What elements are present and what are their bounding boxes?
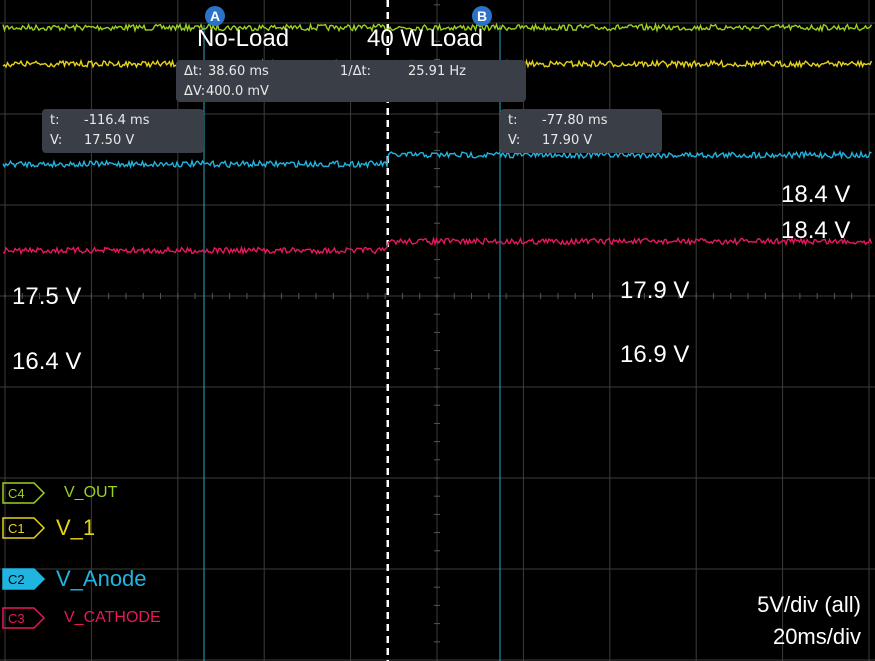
v1-value-label: 18.4 V (781, 217, 851, 244)
cursor-a-marker[interactable]: A (205, 6, 225, 26)
channel-c2-id: C2 (8, 572, 25, 587)
delta-t-label: Δt: (184, 64, 203, 79)
channel-c2-badge[interactable]: C2 V_Anode (2, 566, 147, 591)
delta-v-value: 400.0 mV (206, 84, 269, 99)
channel-c3-badge[interactable]: C3 V_CATHODE (2, 606, 161, 630)
no-load-label: No-Load (197, 25, 290, 52)
channel-c1-name: V_1 (56, 515, 96, 540)
load-label: 40 W Load (367, 25, 484, 52)
channel-c2-tag: C2 (2, 568, 46, 590)
inv-delta-t-label: 1/Δt: (340, 64, 372, 79)
delta-t-value: 38.60 ms (208, 64, 269, 79)
channel-c3-id: C3 (8, 611, 25, 626)
trace-v-anode (2, 149, 872, 170)
channel-c1-tag: C1 (2, 517, 46, 539)
channel-c1-id: C1 (8, 521, 25, 536)
v-anode-noload-label: 17.5 V (12, 283, 82, 310)
cursor-b-marker[interactable]: B (472, 6, 492, 26)
delta-v-label: ΔV: (184, 84, 206, 99)
channel-c4-tag: C4 (2, 482, 46, 504)
delta-readout: Δt: 38.60 ms 1/Δt: 25.91 Hz ΔV: 400.0 mV (176, 60, 526, 102)
cursor-b-time: -77.80 ms (542, 113, 608, 128)
v-anode-load-label: 17.9 V (620, 277, 690, 304)
channel-c3-tag: C3 (2, 607, 46, 629)
v-cathode-load-label: 16.9 V (620, 341, 690, 368)
time-scale-label: 20ms/div (772, 624, 861, 649)
cursor-a-voltage: 17.50 V (84, 133, 135, 148)
channel-c1-badge[interactable]: C1 V_1 (2, 515, 96, 540)
channel-c2-name: V_Anode (56, 566, 147, 591)
cursor-b-readout: t: -77.80 ms V: 17.90 V (500, 109, 662, 153)
channel-c4-name: V_OUT (64, 484, 118, 501)
channel-c3-name: V_CATHODE (64, 609, 161, 626)
channel-c4-badge[interactable]: C4 V_OUT (2, 481, 117, 505)
cursor-a-time: -116.4 ms (84, 113, 150, 128)
trace-v-cathode (2, 235, 873, 256)
cursor-a-readout: t: -116.4 ms V: 17.50 V (42, 109, 204, 153)
channel-c4-id: C4 (8, 486, 25, 501)
trace-v-out (2, 22, 873, 34)
v-cathode-noload-label: 16.4 V (12, 348, 82, 375)
cursor-b-voltage: 17.90 V (542, 133, 593, 148)
inv-delta-t-value: 25.91 Hz (408, 64, 466, 79)
v-out-value-label: 18.4 V (781, 181, 851, 208)
vertical-scale-label: 5V/div (all) (757, 592, 861, 617)
